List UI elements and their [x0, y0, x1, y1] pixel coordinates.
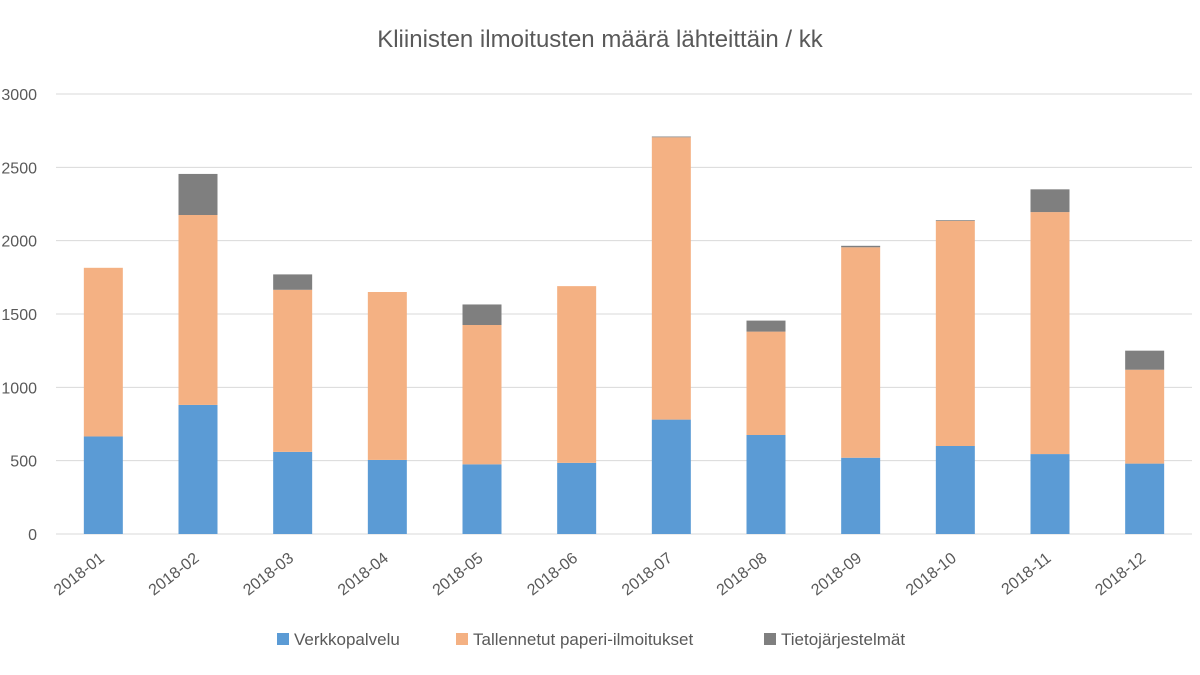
bar-2018-10-series-1: [935, 220, 975, 446]
bar-2018-08-series-0: [746, 435, 786, 534]
bar-2018-02-series-2: [178, 173, 218, 215]
y-tick-label: 2000: [1, 234, 37, 251]
bar-2018-12-series-0: [1125, 463, 1165, 534]
bar-2018-01-series-0: [83, 436, 123, 534]
x-tick-label: 2018-06: [524, 550, 581, 600]
legend: Verkkopalvelu Tallennetut paperi-ilmoituk…: [277, 630, 905, 649]
bar-2018-08-series-2: [746, 320, 786, 332]
gridlines: [56, 93, 1192, 535]
bars: [83, 136, 1165, 534]
bar-2018-07-series-2: [651, 136, 691, 138]
legend-swatch-0: [277, 633, 289, 645]
bar-2018-12-series-2: [1125, 350, 1165, 370]
bar-2018-11-series-0: [1030, 454, 1070, 534]
legend-label-0: Verkkopalvelu: [294, 630, 400, 649]
x-tick-label: 2018-12: [1092, 550, 1149, 600]
bar-2018-05-series-0: [462, 464, 502, 534]
bar-2018-07-series-0: [651, 419, 691, 534]
x-tick-label: 2018-10: [903, 550, 960, 600]
bar-2018-10-series-0: [935, 446, 975, 534]
bar-2018-09-series-2: [841, 245, 881, 248]
y-tick-label: 3000: [1, 87, 37, 104]
y-tick-label: 1000: [1, 380, 37, 397]
bar-2018-03-series-0: [273, 451, 313, 534]
bar-2018-08-series-1: [746, 331, 786, 435]
chart-title: Kliinisten ilmoitusten määrä lähteittäin…: [377, 26, 823, 53]
bar-2018-06-series-0: [557, 462, 597, 534]
x-tick-label: 2018-02: [146, 550, 203, 600]
bar-2018-11-series-1: [1030, 212, 1070, 455]
legend-label-2: Tietojärjestelmät: [781, 630, 905, 649]
y-tick-label: 0: [28, 527, 37, 544]
y-tick-label: 2500: [1, 160, 37, 177]
bar-2018-11-series-2: [1030, 189, 1070, 213]
bar-2018-02-series-0: [178, 404, 218, 534]
bar-2018-05-series-2: [462, 304, 502, 325]
legend-swatch-1: [456, 633, 468, 645]
y-tick-label: 1500: [1, 307, 37, 324]
bar-2018-03-series-2: [273, 274, 313, 290]
x-axis-tick-labels: 2018-01 2018-02 2018-03 2018-04 2018-05 2018-…: [51, 550, 1149, 600]
bar-2018-09-series-1: [841, 247, 881, 458]
x-tick-label: 2018-03: [240, 550, 297, 600]
x-tick-label: 2018-05: [430, 550, 487, 600]
y-tick-label: 500: [10, 454, 37, 471]
bar-2018-05-series-1: [462, 325, 502, 465]
bar-2018-03-series-1: [273, 289, 313, 452]
legend-label-1: Tallennetut paperi-ilmoitukset: [473, 630, 693, 649]
x-tick-label: 2018-04: [335, 550, 392, 600]
y-axis-tick-labels: 0 500 1000 1500 2000 2500 3000: [1, 87, 37, 544]
x-tick-label: 2018-11: [999, 550, 1055, 599]
x-tick-label: 2018-07: [619, 550, 676, 600]
bar-2018-04-series-0: [367, 459, 407, 534]
bar-2018-01-series-1: [83, 267, 123, 437]
x-tick-label: 2018-09: [808, 550, 865, 600]
bar-2018-04-series-1: [367, 292, 407, 460]
bar-2018-06-series-1: [557, 286, 597, 463]
x-tick-label: 2018-01: [51, 550, 108, 600]
bar-2018-02-series-1: [178, 215, 218, 405]
bar-2018-10-series-2: [935, 220, 975, 221]
bar-2018-09-series-0: [841, 457, 881, 534]
bar-2018-07-series-1: [651, 137, 691, 420]
legend-swatch-2: [764, 633, 776, 645]
x-tick-label: 2018-08: [714, 550, 771, 600]
bar-2018-12-series-1: [1125, 369, 1165, 464]
